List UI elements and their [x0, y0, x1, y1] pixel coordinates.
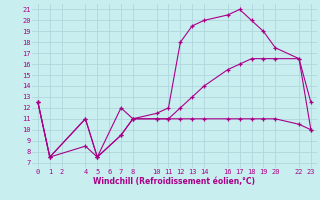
X-axis label: Windchill (Refroidissement éolien,°C): Windchill (Refroidissement éolien,°C) — [93, 177, 255, 186]
